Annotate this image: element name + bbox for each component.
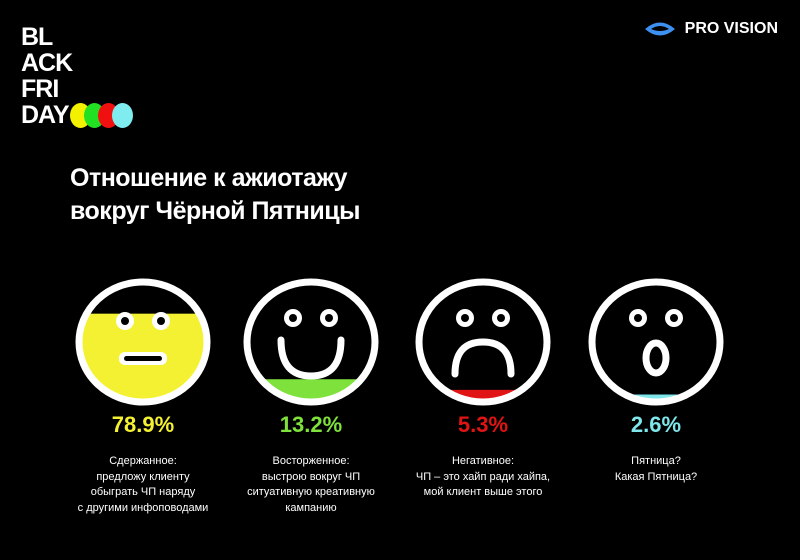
logo-line: FRI xyxy=(21,75,59,103)
category-description: Пятница? Какая Пятница? xyxy=(614,455,698,483)
face-item-surprised: 2.6% Пятница? Какая Пятница? xyxy=(576,276,736,485)
logo-dot xyxy=(111,103,133,128)
fill-level-bar xyxy=(592,394,720,402)
page-title: Отношение к ажиотажу вокруг Чёрной Пятни… xyxy=(70,162,360,228)
title-line: вокруг Чёрной Пятницы xyxy=(70,197,360,225)
surprised-face-icon xyxy=(588,278,724,406)
pro-vision-brand: PRO VISION xyxy=(643,20,778,38)
eye-icon xyxy=(644,22,675,36)
percent-label: 78.9% xyxy=(111,412,175,437)
percent-label: 2.6% xyxy=(630,412,682,437)
title-line: Отношение к ажиотажу xyxy=(70,164,347,192)
category-description: Восторженное: выстрою вокруг ЧП ситуатив… xyxy=(247,455,375,514)
face-item-sad: 5.3% Негативное: ЧП – это хайп ради хайп… xyxy=(403,276,563,501)
logo-dots xyxy=(69,102,133,128)
neutral-face-icon xyxy=(75,278,211,406)
category-description: Сдержанное: предложу клиенту обыграть ЧП… xyxy=(77,455,209,514)
category-description: Негативное: ЧП – это хайп ради хайпа, мо… xyxy=(415,455,551,498)
percent-label: 5.3% xyxy=(457,412,509,437)
face-item-neutral: 78.9% Сдержанное: предложу клиенту обыгр… xyxy=(63,276,223,516)
face-item-smile: 13.2% Восторженное: выстрою вокруг ЧП си… xyxy=(231,276,391,516)
percent-label: 13.2% xyxy=(279,412,343,437)
smile-face-icon xyxy=(243,278,379,406)
brand-name: PRO VISION xyxy=(684,20,778,37)
sad-face-icon xyxy=(415,278,551,406)
logo-line: ACK xyxy=(21,49,73,77)
black-friday-logo: BL ACK FRI DAY xyxy=(21,23,133,129)
logo-line: DAY xyxy=(21,101,69,129)
logo-line: BL xyxy=(21,23,53,51)
